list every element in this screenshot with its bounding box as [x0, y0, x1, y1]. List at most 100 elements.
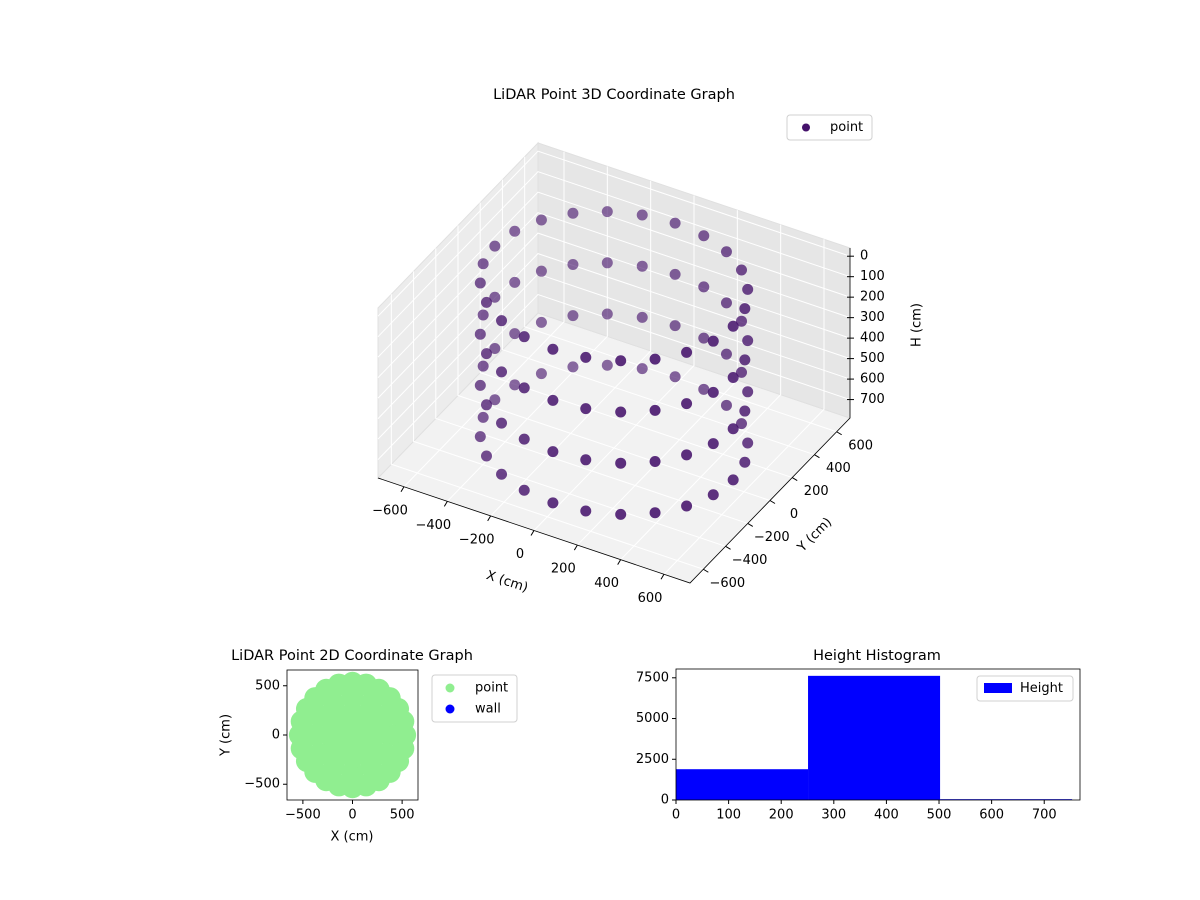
point: [477, 309, 489, 321]
grid-line: [403, 151, 565, 488]
point: [727, 372, 739, 384]
point: [567, 258, 579, 270]
point: [535, 368, 547, 380]
x-tick-label: 0: [516, 547, 524, 562]
point: [474, 328, 486, 340]
x-tick-label: 400: [594, 576, 619, 591]
z-tick-label: 200: [860, 290, 885, 305]
legend-label: wall: [475, 702, 501, 717]
z-tick-label: 300: [860, 310, 885, 325]
point: [547, 446, 559, 458]
point: [477, 258, 489, 270]
x-tick-label: 500: [390, 808, 415, 823]
point: [681, 500, 693, 512]
point: [736, 366, 748, 378]
z-axis-label: H (cm): [910, 303, 925, 347]
point: [707, 335, 719, 347]
point: [707, 489, 719, 501]
point: [615, 406, 627, 418]
point: [727, 474, 739, 486]
x-tick: [617, 559, 622, 565]
x-tick-label: −200: [459, 532, 495, 547]
point: [580, 454, 592, 466]
grid-line: [377, 150, 851, 317]
z-tick-label: 700: [860, 392, 885, 407]
point: [518, 382, 530, 394]
point: [496, 468, 508, 480]
point: [736, 418, 748, 430]
point: [649, 456, 661, 468]
point: [727, 423, 739, 435]
y-tick: [836, 431, 842, 436]
x-tick: [530, 530, 535, 536]
z-tick-label: 0: [860, 249, 868, 264]
point: [742, 335, 754, 347]
point: [489, 342, 501, 354]
y-tick-label: 200: [804, 484, 829, 499]
y-tick-label: 500: [255, 678, 280, 693]
point: [496, 366, 508, 378]
point: [720, 297, 732, 309]
plot-histogram: Height 0 100 200 300 400 500 600 700 0 2500 5000 750…: [636, 668, 1081, 823]
grid-line: [490, 180, 652, 517]
legend-marker: [802, 123, 810, 132]
grid-line: [446, 166, 608, 502]
point: [727, 320, 739, 332]
grid-line: [377, 191, 851, 358]
point: [509, 379, 521, 391]
grid-line: [524, 156, 837, 433]
y-tick-label: 0: [272, 728, 280, 743]
y-tick-label: 0: [661, 793, 669, 808]
point: [580, 403, 592, 415]
y-axis-label: Y (cm): [219, 714, 234, 757]
legend-box: [976, 675, 1074, 702]
point: [681, 398, 693, 410]
y-tick-label: 5000: [636, 711, 669, 726]
z-tick-label: 600: [860, 372, 885, 387]
point: [720, 246, 732, 258]
point: [518, 433, 530, 445]
point: [669, 371, 681, 383]
point: [567, 361, 579, 373]
point: [535, 316, 547, 328]
grid-line: [501, 179, 815, 456]
point: [739, 354, 751, 366]
x-tick: [660, 573, 665, 580]
y-tick: [703, 568, 709, 573]
legend-marker: [445, 704, 455, 714]
point: [518, 484, 530, 496]
point: [615, 355, 627, 367]
y-tick-label: −200: [754, 530, 790, 545]
x-tick-label: 300: [821, 808, 846, 823]
point: [636, 260, 648, 272]
grid-line: [457, 225, 771, 501]
bar: [676, 769, 809, 800]
point: [649, 507, 661, 519]
point: [681, 346, 693, 358]
point: [547, 497, 559, 509]
point: [360, 691, 383, 714]
y-tick: [725, 545, 731, 550]
point: [567, 207, 579, 219]
chart-title: Height Histogram: [813, 648, 941, 664]
point: [509, 225, 521, 237]
x-tick: [573, 544, 578, 551]
point: [322, 756, 345, 779]
point: [649, 353, 661, 365]
y-tick-label: −600: [709, 576, 745, 591]
x-tick: [400, 486, 405, 493]
point: [739, 405, 751, 417]
point: [547, 394, 559, 406]
point: [480, 296, 492, 308]
point: [474, 277, 486, 289]
grid-line: [377, 212, 851, 378]
grid-line: [620, 224, 782, 561]
legend-label: point: [830, 120, 863, 135]
point: [374, 742, 397, 765]
point: [736, 315, 748, 327]
bar: [940, 799, 1073, 800]
legend-marker: [445, 683, 455, 693]
y-tick-label: 7500: [636, 670, 669, 685]
point: [535, 214, 547, 226]
point: [308, 705, 331, 728]
